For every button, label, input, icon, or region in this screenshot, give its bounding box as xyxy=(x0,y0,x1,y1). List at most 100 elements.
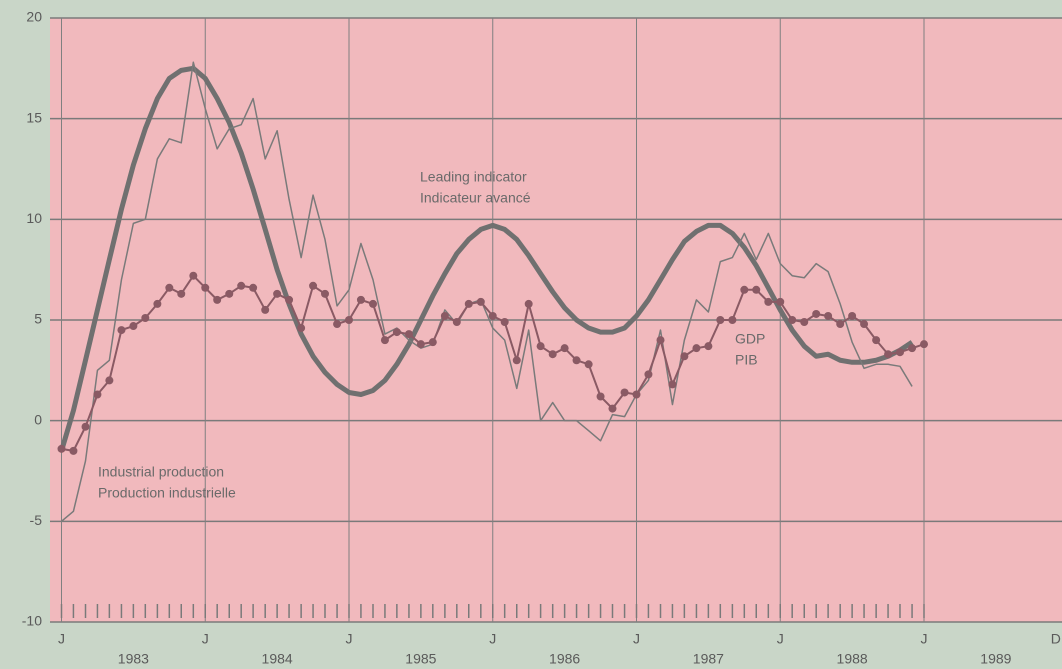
data-point xyxy=(297,324,306,333)
data-point xyxy=(333,320,342,329)
data-point xyxy=(165,283,174,292)
data-point xyxy=(476,297,485,306)
data-point xyxy=(740,285,749,294)
data-point xyxy=(428,338,437,347)
y-tick-label: 15 xyxy=(26,109,42,125)
data-point xyxy=(692,344,701,353)
data-point xyxy=(884,350,893,359)
data-point xyxy=(584,360,593,369)
data-point xyxy=(512,356,521,365)
data-point xyxy=(656,336,665,345)
data-point xyxy=(285,295,294,304)
data-point xyxy=(836,320,845,329)
y-tick-label: 20 xyxy=(26,9,42,25)
data-point xyxy=(273,289,282,298)
x-tick-label: J xyxy=(489,631,496,647)
data-point xyxy=(249,283,258,292)
x-tick-label: J xyxy=(777,631,784,647)
x-tick-label: J xyxy=(202,631,209,647)
data-point xyxy=(500,318,509,327)
series-line xyxy=(61,61,913,522)
data-point xyxy=(668,380,677,389)
data-point xyxy=(620,388,629,397)
data-point xyxy=(644,370,653,379)
y-tick-label: 5 xyxy=(34,311,42,327)
data-point xyxy=(345,316,353,324)
data-point xyxy=(369,299,378,308)
data-point xyxy=(57,444,66,453)
x-tick-label: D xyxy=(1051,631,1061,647)
data-point xyxy=(536,342,545,351)
data-point xyxy=(225,289,234,298)
data-point xyxy=(261,305,270,314)
data-point xyxy=(356,295,365,304)
data-point xyxy=(788,316,797,324)
x-tick-label: J xyxy=(921,631,928,647)
data-point xyxy=(488,311,497,320)
data-point xyxy=(608,404,617,413)
data-point xyxy=(776,297,785,306)
data-point xyxy=(800,318,809,327)
y-tick-label: 0 xyxy=(34,411,42,427)
data-point xyxy=(716,316,725,324)
data-point xyxy=(680,352,689,361)
year-label: 1989 xyxy=(980,651,1011,667)
data-point xyxy=(728,316,737,324)
y-tick-label: -10 xyxy=(22,613,42,629)
series-label: Indicateur avancé xyxy=(420,190,531,206)
y-tick-label: -5 xyxy=(30,512,43,528)
data-point xyxy=(860,320,869,329)
data-point xyxy=(812,309,821,318)
data-point xyxy=(309,281,318,290)
data-point xyxy=(201,283,210,292)
data-point xyxy=(69,446,78,455)
data-point xyxy=(848,311,857,320)
year-label: 1983 xyxy=(118,651,149,667)
data-point xyxy=(464,299,473,308)
data-point xyxy=(572,356,581,365)
data-point xyxy=(81,422,90,431)
data-point xyxy=(416,340,425,349)
data-point xyxy=(213,295,222,304)
data-point xyxy=(632,390,641,399)
data-point xyxy=(908,344,917,353)
data-point xyxy=(440,311,449,320)
data-point xyxy=(752,285,761,294)
data-point xyxy=(141,313,150,322)
data-point xyxy=(452,318,461,327)
data-point xyxy=(524,299,533,308)
x-tick-label: J xyxy=(58,631,65,647)
data-point xyxy=(872,336,881,345)
year-label: 1985 xyxy=(405,651,436,667)
data-point xyxy=(895,348,904,357)
series-label: Production industrielle xyxy=(98,485,236,501)
data-point xyxy=(380,336,389,345)
data-point xyxy=(596,392,605,401)
data-point xyxy=(764,297,773,306)
data-point xyxy=(548,350,557,359)
year-label: 1988 xyxy=(837,651,868,667)
data-point xyxy=(237,281,246,290)
series-line xyxy=(59,65,914,452)
data-point xyxy=(920,340,928,349)
data-point xyxy=(153,299,162,308)
series-label: GDP xyxy=(735,331,765,347)
data-point xyxy=(320,289,329,298)
data-point xyxy=(129,322,138,331)
data-point xyxy=(824,311,833,320)
data-point xyxy=(189,271,198,280)
data-point xyxy=(117,326,126,335)
x-tick-label: J xyxy=(346,631,353,647)
series-label: Leading indicator xyxy=(420,169,527,185)
year-label: 1987 xyxy=(693,651,724,667)
year-label: 1984 xyxy=(262,651,293,667)
series-label: Industrial production xyxy=(98,464,224,480)
series-label: PIB xyxy=(735,352,758,368)
data-point xyxy=(704,342,713,351)
data-point xyxy=(404,330,413,339)
x-tick-label: J xyxy=(633,631,640,647)
data-point xyxy=(177,289,186,298)
data-point xyxy=(105,376,114,385)
data-point xyxy=(93,390,102,399)
